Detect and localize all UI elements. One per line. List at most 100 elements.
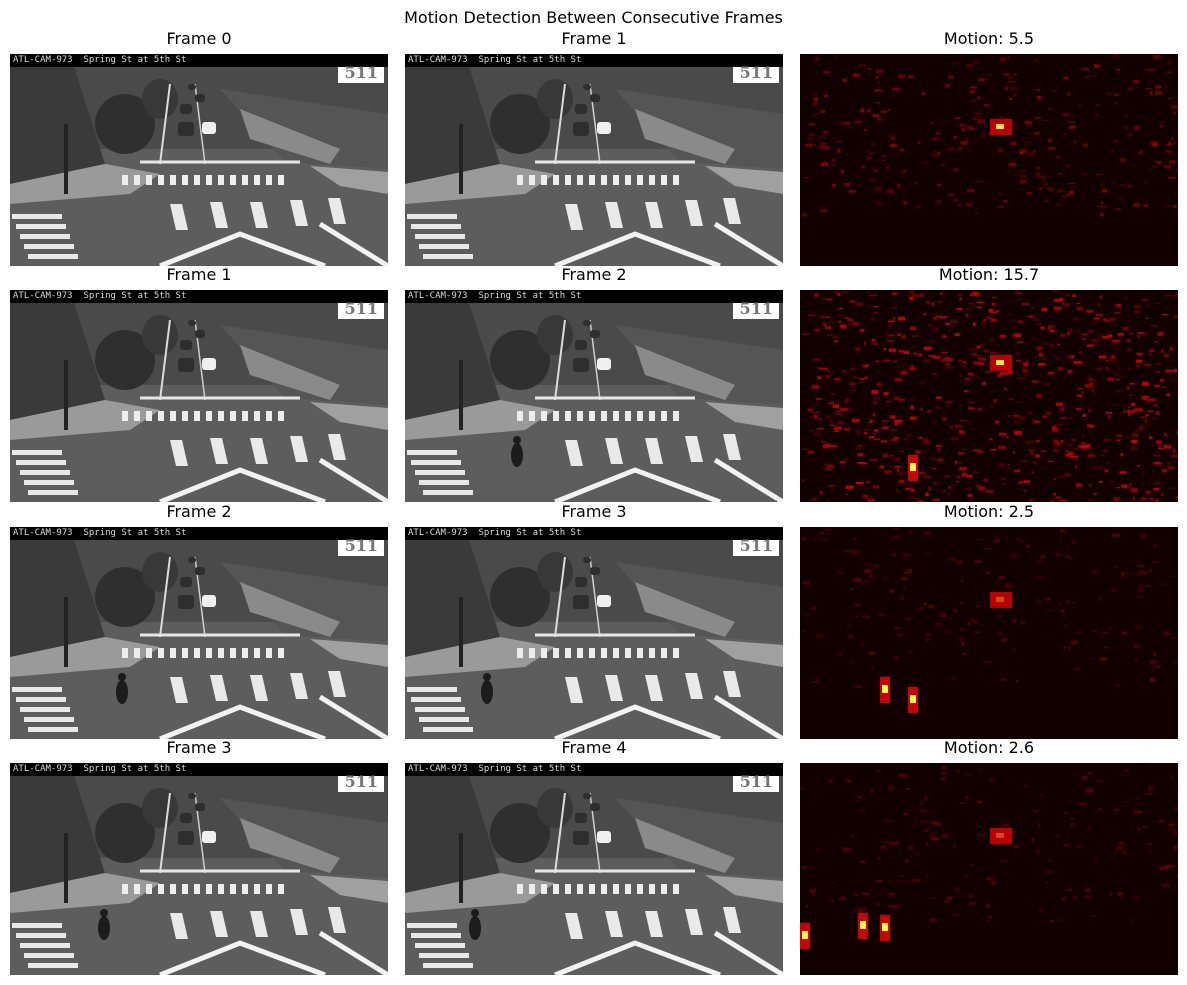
motion-speckle: [1125, 115, 1128, 118]
motion-speckle: [972, 118, 980, 120]
right-fence: [220, 325, 388, 405]
motion-speckle: [847, 321, 856, 326]
motion-speckle: [1082, 413, 1086, 417]
motion-speckle: [892, 552, 896, 557]
motion-speckle: [1159, 866, 1166, 870]
right-sidewalk: [705, 402, 783, 430]
right-fence: [615, 562, 783, 642]
motion-speckle: [939, 122, 944, 125]
motion-speckle: [882, 420, 889, 423]
motion-speckle: [1088, 451, 1093, 453]
motion-speckle: [1015, 415, 1022, 419]
tree: [95, 803, 155, 863]
tree: [142, 315, 178, 355]
motion-speckle: [845, 317, 851, 319]
motion-speckle: [1150, 324, 1159, 327]
motion-speckle: [1032, 461, 1038, 464]
motion-speckle: [1093, 322, 1098, 324]
motion-speckle: [857, 796, 862, 798]
crosswalk-stripe: [230, 175, 236, 185]
motion-speckle: [1134, 657, 1138, 662]
motion-speckle: [819, 531, 825, 535]
motion-speckle: [1037, 823, 1041, 828]
motion-speckle: [972, 291, 978, 294]
motion-speckle: [1148, 851, 1152, 853]
logo-text: 511: [344, 536, 378, 555]
network-logo: [338, 540, 384, 556]
motion-speckle: [933, 317, 937, 319]
left-building: [10, 54, 105, 184]
motion-speckle: [1063, 614, 1066, 618]
motion-speckle: [1012, 451, 1016, 454]
motion-hotspot-core: [996, 833, 1004, 838]
motion-speckle: [864, 429, 872, 431]
left-building: [10, 763, 105, 893]
motion-speckle: [1024, 121, 1033, 125]
crosswalk-stripe: [122, 411, 128, 421]
motion-speckle: [933, 136, 937, 140]
motion-speckle: [1056, 442, 1062, 444]
motion-speckle: [1116, 68, 1121, 72]
motion-speckle: [958, 360, 962, 362]
motion-speckle: [1155, 411, 1160, 416]
motion-speckle: [824, 415, 832, 418]
road-marking: [318, 930, 388, 975]
motion-speckle: [895, 880, 904, 882]
motion-speckle: [1006, 435, 1009, 439]
motion-speckle: [826, 298, 833, 301]
motion-speckle: [931, 839, 935, 842]
crosswalk-stripe: [210, 438, 228, 464]
crosswalk-stripe: [517, 648, 523, 658]
motion-speckle: [838, 307, 843, 310]
motion-speckle: [863, 128, 867, 132]
motion-speckle: [813, 358, 821, 361]
motion-speckle: [886, 189, 894, 194]
network-logo: [733, 67, 779, 83]
network-logo: [733, 776, 779, 792]
motion-speckle: [1015, 359, 1021, 362]
motion-speckle: [1107, 377, 1114, 381]
motion-speckle: [976, 96, 981, 100]
heatmap-background: [800, 763, 1178, 975]
crosswalk-stripe: [407, 214, 457, 219]
motion-speckle: [1020, 169, 1027, 173]
crosswalk-stripe: [206, 411, 212, 421]
motion-speckle: [1177, 767, 1178, 772]
logo-text: 511: [344, 63, 378, 82]
crosswalk-stripe: [28, 254, 78, 259]
motion-speckle: [974, 212, 978, 214]
motion-speckle: [884, 426, 889, 429]
motion-speckle: [1137, 334, 1140, 338]
car: [575, 813, 587, 823]
motion-speckle: [997, 148, 1004, 153]
motion-speckle: [956, 481, 959, 483]
motion-speckle: [1127, 338, 1130, 343]
motion-speckle: [1099, 657, 1107, 661]
motion-speckle: [1170, 377, 1177, 382]
crosswalk-stripe: [685, 673, 703, 699]
motion-speckle: [1174, 661, 1178, 663]
crosswalk-stripe: [242, 884, 248, 894]
crosswalk-stripe: [589, 411, 595, 421]
motion-speckle: [909, 530, 913, 534]
motion-speckle: [823, 130, 829, 134]
pedestrian-motion-core: [802, 931, 808, 939]
motion-speckle: [1045, 882, 1048, 884]
motion-speckle: [826, 899, 834, 902]
crosswalk-stripe: [24, 244, 74, 249]
car: [583, 557, 591, 563]
motion-speckle: [801, 479, 805, 481]
motion-speckle: [1014, 124, 1018, 127]
crosswalk-stripe: [637, 884, 643, 894]
motion-speckle: [812, 498, 817, 501]
road-marking: [713, 221, 783, 266]
motion-speckle: [1095, 173, 1103, 176]
frame-title: Frame 4: [561, 738, 627, 757]
motion-speckle: [1130, 919, 1135, 922]
motion-speckle: [935, 316, 944, 318]
motion-speckle: [808, 137, 814, 141]
crosswalk-stripe: [415, 234, 465, 239]
car: [575, 104, 587, 114]
motion-speckle: [1000, 819, 1003, 823]
left-building: [405, 763, 500, 893]
